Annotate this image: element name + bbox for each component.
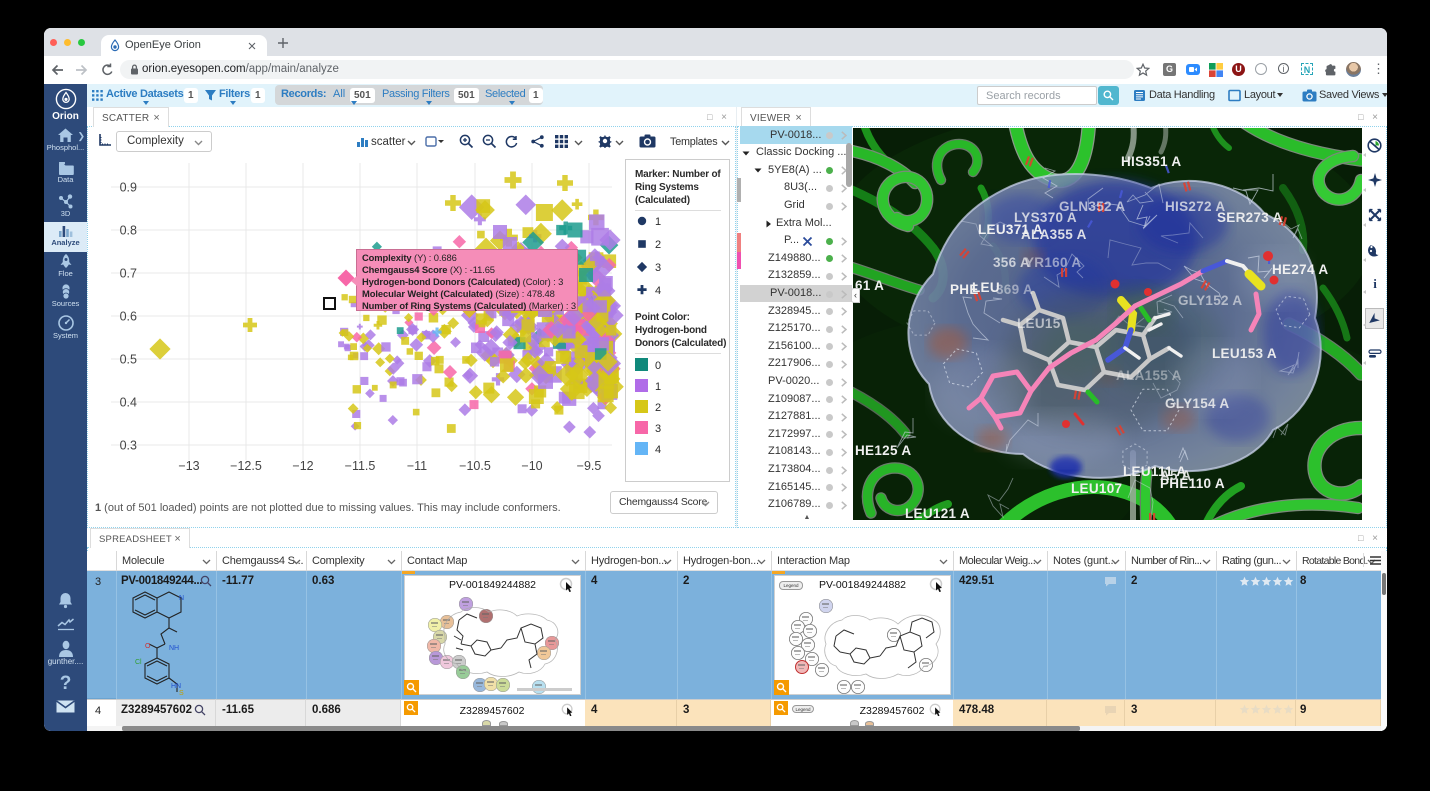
svg-text:2: 2 — [655, 402, 661, 414]
svg-text:0: 0 — [655, 360, 661, 372]
svg-text:369 A: 369 A — [996, 282, 1033, 297]
svg-text:0.7: 0.7 — [120, 267, 137, 281]
svg-text:−11: −11 — [407, 459, 427, 473]
svg-text:HN: HN — [171, 683, 181, 690]
svg-text:LEU107: LEU107 — [1071, 481, 1122, 496]
svg-text:1: 1 — [655, 381, 661, 393]
svg-text:HIS272 A: HIS272 A — [1165, 199, 1225, 214]
svg-text:HE274 A: HE274 A — [1272, 262, 1328, 277]
svg-text:LEU111 A: LEU111 A — [1123, 464, 1186, 479]
svg-text:HE125 A: HE125 A — [855, 443, 911, 458]
svg-text:−11.5: −11.5 — [345, 459, 376, 473]
svg-text:Cl: Cl — [135, 659, 142, 666]
svg-text:LEU121 A: LEU121 A — [905, 506, 970, 520]
svg-text:LEU153 A: LEU153 A — [1212, 346, 1277, 361]
svg-text:4: 4 — [655, 444, 661, 456]
svg-text:ALA155 A: ALA155 A — [1116, 368, 1182, 383]
svg-text:LEU15: LEU15 — [1017, 316, 1061, 331]
svg-text:4: 4 — [655, 285, 661, 297]
svg-text:LEU: LEU — [972, 280, 1000, 295]
svg-text:N: N — [179, 595, 184, 602]
svg-text:A5 A: A5 A — [1160, 468, 1191, 483]
svg-text:0.8: 0.8 — [120, 224, 137, 238]
svg-text:O: O — [145, 643, 151, 650]
svg-text:61 A: 61 A — [855, 278, 884, 293]
svg-text:HIS351 A: HIS351 A — [1121, 154, 1181, 169]
svg-text:−12: −12 — [292, 459, 313, 473]
svg-text:GLY154 A: GLY154 A — [1165, 396, 1229, 411]
svg-text:−12.5: −12.5 — [230, 459, 262, 473]
svg-text:0.4: 0.4 — [120, 396, 137, 410]
svg-text:0.3: 0.3 — [120, 439, 137, 453]
svg-text:LEU371 A: LEU371 A — [978, 222, 1043, 237]
svg-text:YR160 A: YR160 A — [1025, 255, 1081, 270]
svg-text:LYS370 A: LYS370 A — [1014, 210, 1077, 225]
svg-text:GLY152 A: GLY152 A — [1178, 293, 1242, 308]
svg-text:NH: NH — [169, 645, 179, 652]
svg-text:2: 2 — [655, 239, 661, 251]
svg-text:1: 1 — [655, 216, 661, 228]
svg-text:3: 3 — [655, 262, 661, 274]
svg-text:GLN352 A: GLN352 A — [1059, 199, 1125, 214]
svg-text:PHE110 A: PHE110 A — [1160, 476, 1225, 491]
svg-text:356 A: 356 A — [993, 255, 1030, 270]
svg-text:0.9: 0.9 — [120, 181, 137, 195]
svg-text:3: 3 — [655, 423, 661, 435]
svg-text:SER273 A: SER273 A — [1217, 210, 1283, 225]
svg-text:0.6: 0.6 — [120, 310, 137, 324]
svg-text:−10.5: −10.5 — [459, 459, 491, 473]
svg-text:0.5: 0.5 — [120, 353, 137, 367]
svg-text:−9.5: −9.5 — [577, 459, 602, 473]
svg-text:PHE: PHE — [950, 282, 979, 297]
svg-text:S: S — [179, 690, 184, 696]
svg-text:ALA355 A: ALA355 A — [1021, 227, 1087, 242]
svg-text:−13: −13 — [178, 459, 199, 473]
svg-text:−10: −10 — [521, 459, 542, 473]
